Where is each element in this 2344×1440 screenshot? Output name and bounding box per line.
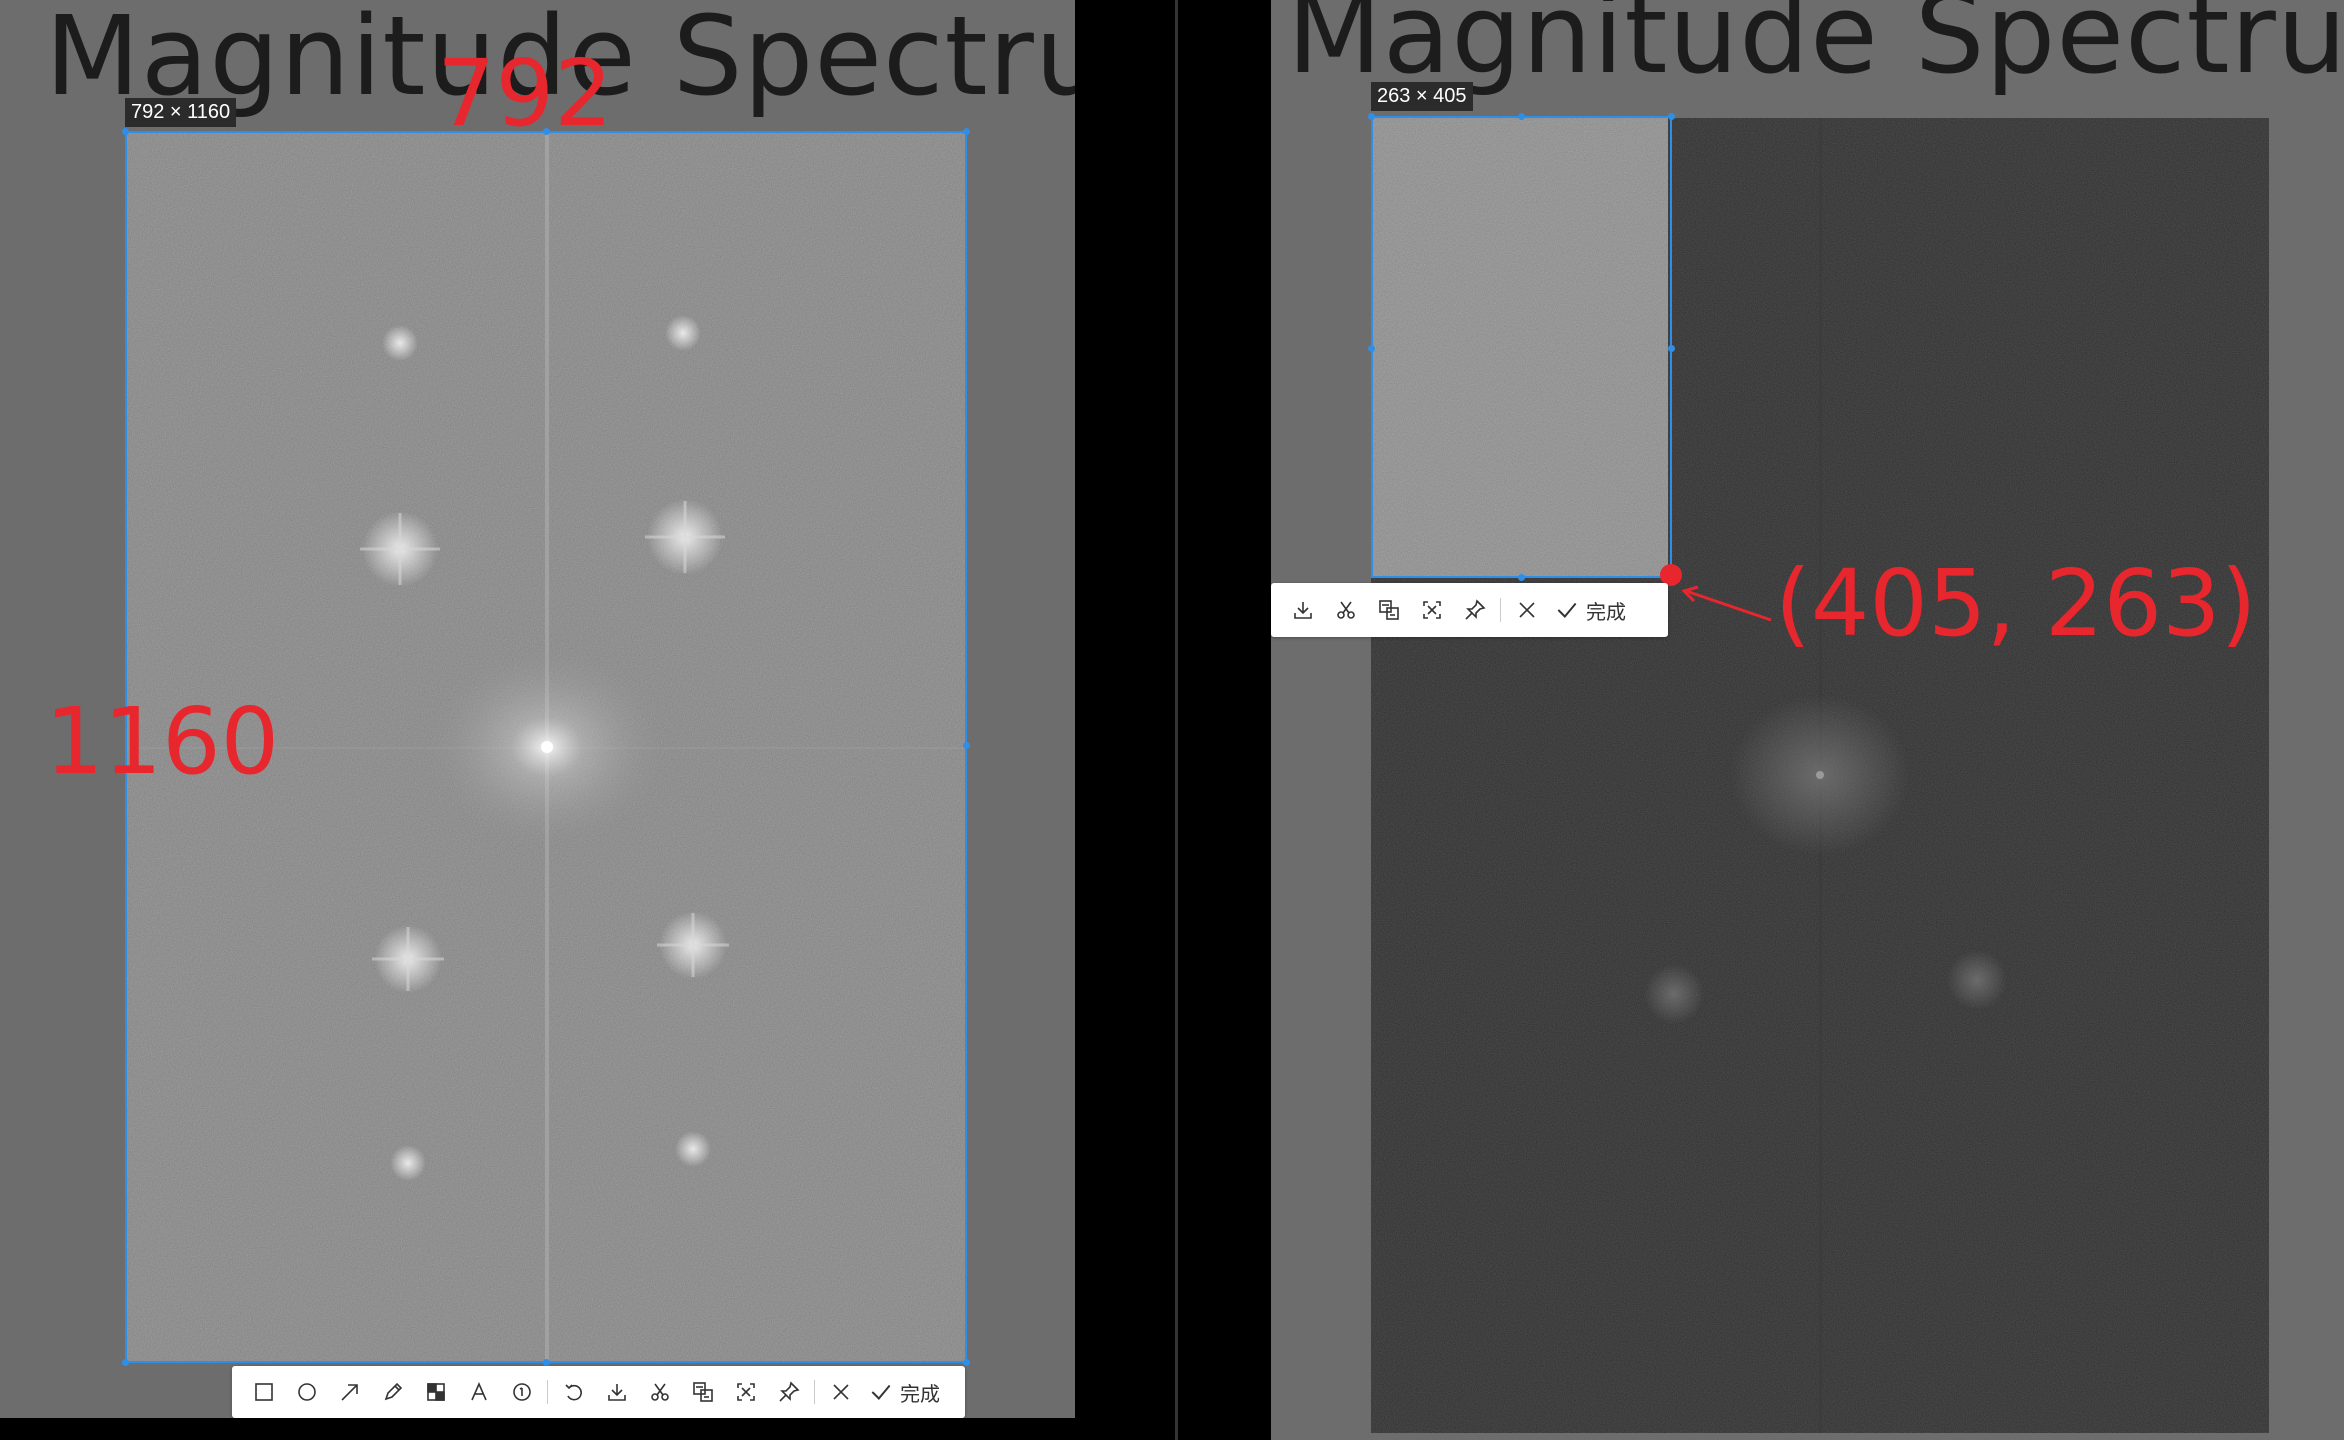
spectrum-image [127, 133, 965, 1361]
done-button[interactable]: 完成 [862, 1372, 946, 1412]
resize-handle[interactable] [963, 1359, 970, 1366]
scissors-icon[interactable] [638, 1372, 681, 1412]
close-icon[interactable] [1505, 590, 1548, 630]
download-icon[interactable] [1281, 590, 1324, 630]
mosaic-icon[interactable] [414, 1372, 457, 1412]
download-icon[interactable] [595, 1372, 638, 1412]
resize-handle[interactable] [1668, 113, 1675, 120]
corner-marker-dot [1660, 564, 1682, 586]
toolbar-separator [1500, 598, 1501, 622]
done-label: 完成 [900, 1381, 940, 1406]
ocr-icon[interactable] [1410, 590, 1453, 630]
toolbar-separator [547, 1380, 548, 1404]
resize-handle[interactable] [1668, 345, 1675, 352]
resize-handle[interactable] [963, 742, 970, 749]
done-label: 完成 [1586, 599, 1626, 624]
selection-frame[interactable] [1368, 113, 1675, 581]
selection-frame[interactable] [122, 128, 970, 1366]
resize-handle[interactable] [543, 1359, 550, 1366]
resize-handle[interactable] [1368, 113, 1375, 120]
ellipse-icon[interactable] [285, 1372, 328, 1412]
resize-handle[interactable] [1518, 574, 1525, 581]
pin-icon[interactable] [767, 1372, 810, 1412]
selected-region-texture [1371, 118, 1668, 576]
selection-size-label: 263 × 405 [1371, 82, 1473, 111]
left-screenshot-panel: Magnitude Spectrum [0, 0, 1075, 1418]
done-button[interactable]: 完成 [1548, 590, 1632, 630]
annotation-arrow [1681, 585, 1772, 622]
pencil-icon[interactable] [371, 1372, 414, 1412]
rectangle-icon[interactable] [242, 1372, 285, 1412]
screenshot-toolbar: 完成 [232, 1366, 965, 1418]
close-icon[interactable] [819, 1372, 862, 1412]
coordinate-annotation: (405, 263) [1775, 550, 2257, 657]
right-screenshot-panel: Magnitude Spectrum [1271, 0, 2344, 1440]
ocr-icon[interactable] [724, 1372, 767, 1412]
resize-handle[interactable] [1518, 113, 1525, 120]
spectrum-texture [127, 133, 965, 1361]
scissors-icon[interactable] [1324, 590, 1367, 630]
resize-handle[interactable] [543, 128, 550, 135]
translate-icon[interactable] [1367, 590, 1410, 630]
selected-region [1371, 118, 1668, 576]
panel-divider [1175, 0, 1178, 1440]
resize-handle[interactable] [963, 128, 970, 135]
translate-icon[interactable] [681, 1372, 724, 1412]
width-annotation: 792 [437, 40, 613, 147]
arrow-icon[interactable] [328, 1372, 371, 1412]
checkmark-icon [1557, 602, 1577, 618]
height-annotation: 1160 [45, 688, 280, 795]
screenshot-toolbar: 完成 [1271, 583, 1668, 637]
resize-handle[interactable] [122, 1359, 129, 1366]
plot-title: Magnitude Spectrum [1287, 0, 2344, 98]
resize-handle[interactable] [122, 128, 129, 135]
resize-handle[interactable] [1368, 345, 1375, 352]
text-icon[interactable] [457, 1372, 500, 1412]
spectrum-texture [1371, 118, 2269, 1433]
toolbar-separator [814, 1380, 815, 1404]
selection-size-label: 792 × 1160 [125, 98, 237, 127]
undo-icon[interactable] [552, 1372, 595, 1412]
pin-icon[interactable] [1453, 590, 1496, 630]
number-marker-icon[interactable] [500, 1372, 543, 1412]
checkmark-icon [871, 1384, 891, 1400]
